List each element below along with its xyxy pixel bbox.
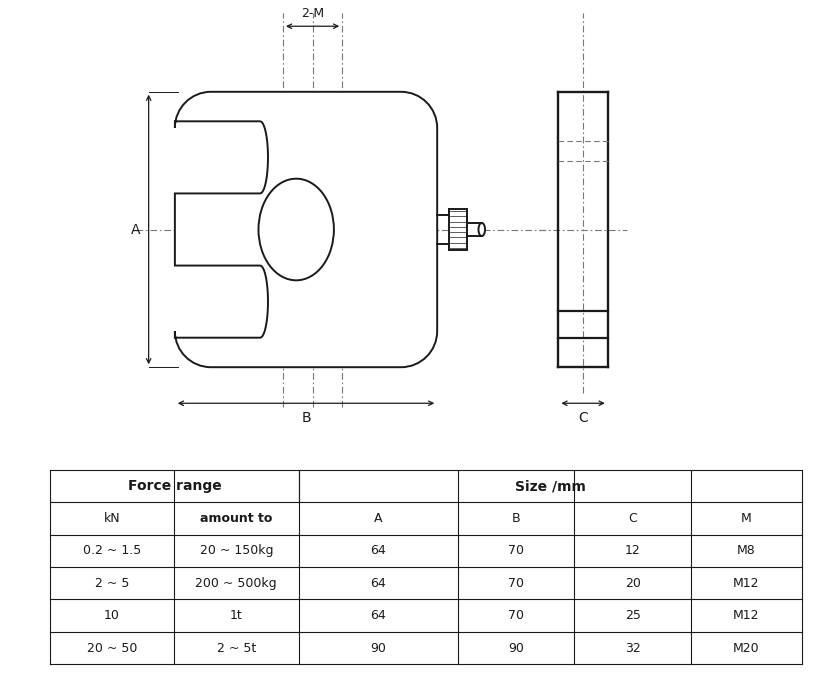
Text: 70: 70 <box>508 544 524 558</box>
Text: amount to: amount to <box>200 512 272 525</box>
Bar <box>468 223 482 236</box>
Text: kN: kN <box>104 512 120 525</box>
Text: B: B <box>512 512 520 525</box>
Text: 12: 12 <box>625 544 640 558</box>
Text: M: M <box>741 512 752 525</box>
Text: Force range: Force range <box>128 479 221 493</box>
Text: M12: M12 <box>733 609 760 622</box>
Text: M8: M8 <box>737 544 756 558</box>
Text: M12: M12 <box>733 576 760 590</box>
Text: 20: 20 <box>625 576 641 590</box>
Text: 0.2 ~ 1.5: 0.2 ~ 1.5 <box>83 544 141 558</box>
Text: 2-M: 2-M <box>301 7 324 20</box>
Text: 64: 64 <box>371 544 386 558</box>
Text: 20 ~ 150kg: 20 ~ 150kg <box>200 544 273 558</box>
Text: 70: 70 <box>508 576 524 590</box>
PathPatch shape <box>175 92 438 367</box>
Text: 70: 70 <box>508 609 524 622</box>
Text: 90: 90 <box>370 641 387 655</box>
Text: Size /mm: Size /mm <box>515 479 585 493</box>
Text: 90: 90 <box>508 641 524 655</box>
Text: 64: 64 <box>371 609 386 622</box>
Text: M20: M20 <box>733 641 760 655</box>
Text: 1t: 1t <box>230 609 243 622</box>
Text: A: A <box>131 223 141 236</box>
Bar <box>449 209 468 250</box>
Text: 25: 25 <box>625 609 641 622</box>
Text: A: A <box>374 512 382 525</box>
Text: 20 ~ 50: 20 ~ 50 <box>87 641 137 655</box>
Text: 2 ~ 5: 2 ~ 5 <box>94 576 129 590</box>
Text: B: B <box>301 411 311 425</box>
Text: 10: 10 <box>104 609 120 622</box>
Ellipse shape <box>478 223 485 236</box>
Text: 200 ~ 500kg: 200 ~ 500kg <box>195 576 277 590</box>
Text: C: C <box>578 411 588 425</box>
Text: 32: 32 <box>625 641 640 655</box>
Text: C: C <box>629 512 637 525</box>
Text: 2 ~ 5t: 2 ~ 5t <box>216 641 256 655</box>
Ellipse shape <box>259 179 334 280</box>
Text: 64: 64 <box>371 576 386 590</box>
